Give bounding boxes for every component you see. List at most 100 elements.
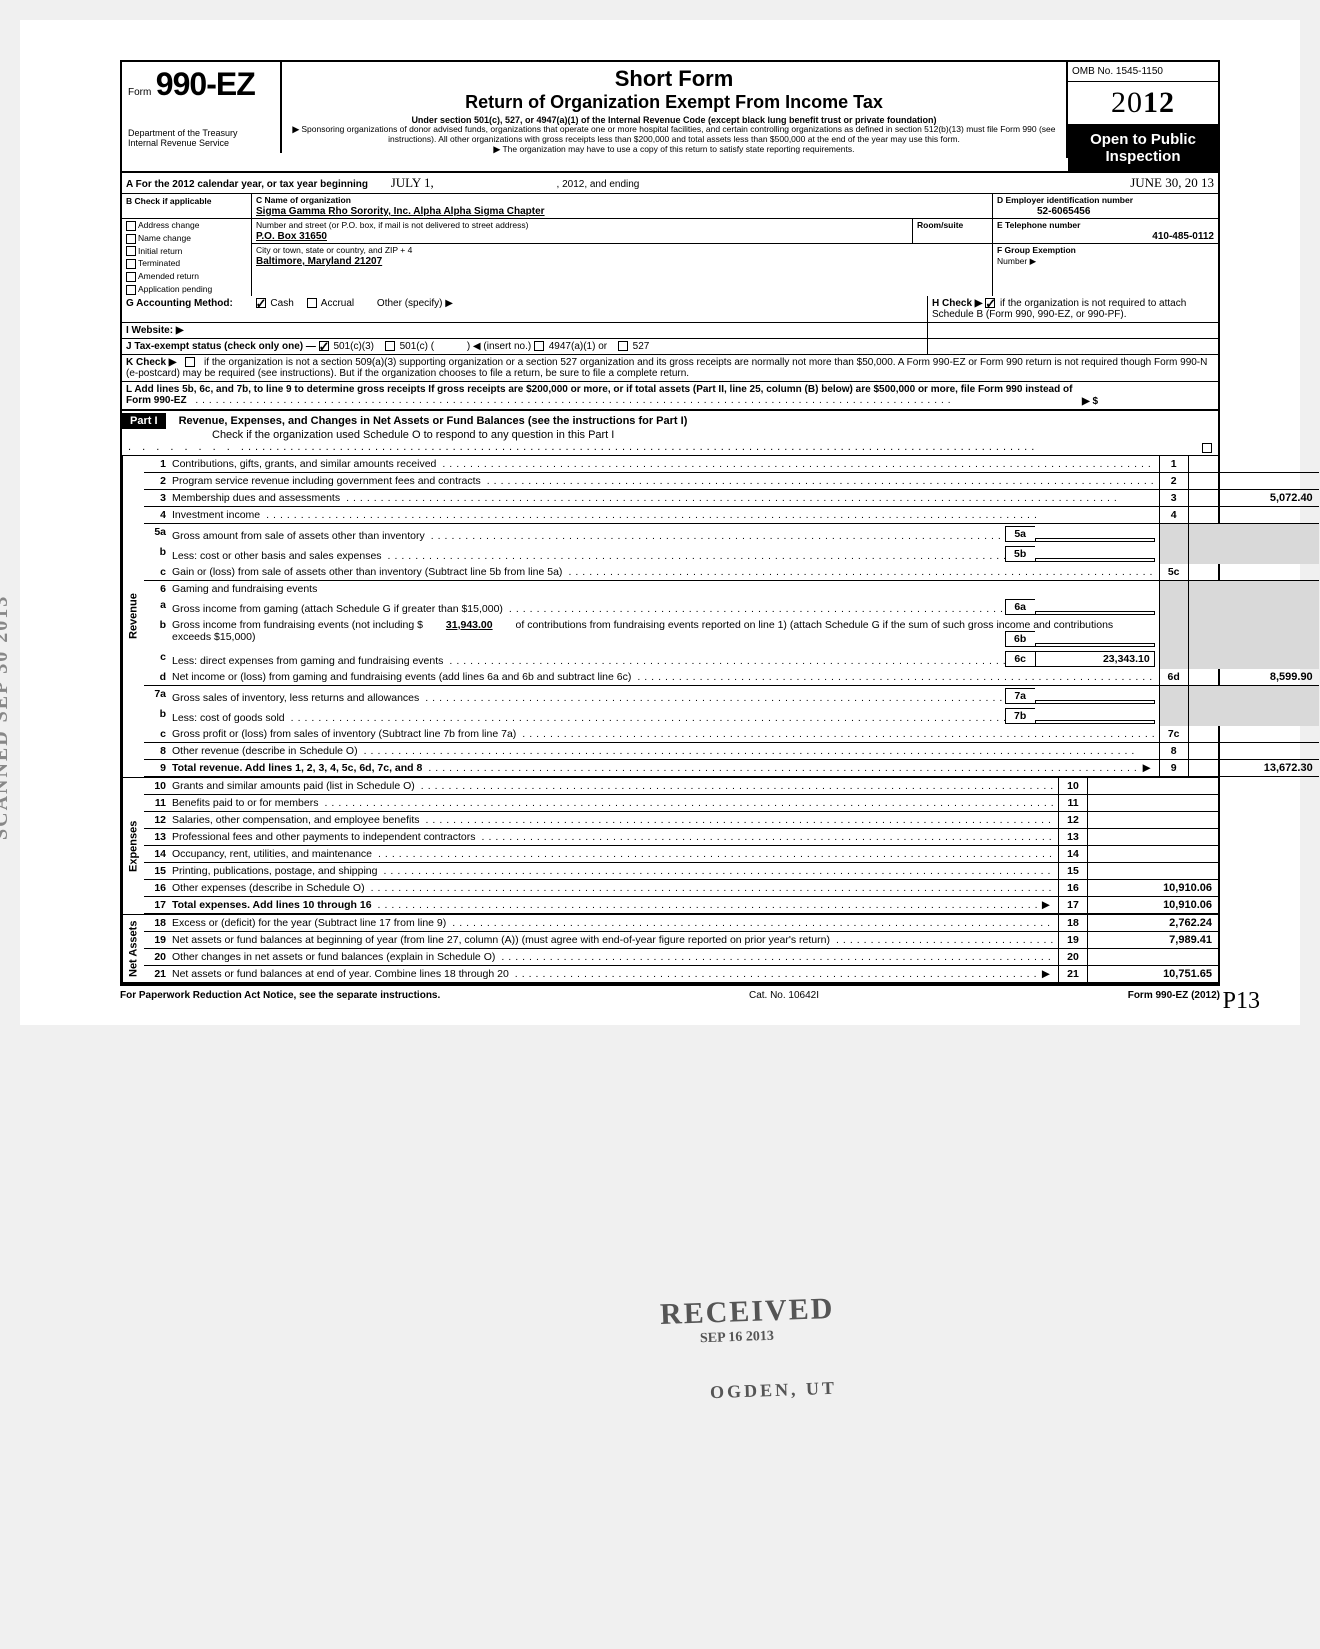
- l9: Total revenue. Add lines 1, 2, 3, 4, 5c,…: [172, 762, 422, 774]
- l7b: Less: cost of goods sold: [172, 712, 285, 724]
- e-label: E Telephone number: [997, 220, 1080, 230]
- v18: 2,762.24: [1088, 915, 1218, 931]
- chk-pending[interactable]: [126, 285, 136, 295]
- l2: Program service revenue including govern…: [172, 475, 481, 487]
- c-label: C Name of organization: [256, 195, 351, 205]
- subnote1: Sponsoring organizations of donor advise…: [301, 124, 1055, 144]
- chk-k[interactable]: [185, 357, 195, 367]
- v3: 5,072.40: [1189, 490, 1319, 506]
- l6d: Net income or (loss) from gaming and fun…: [172, 671, 631, 683]
- v19: 7,989.41: [1088, 932, 1218, 948]
- dept: Department of the Treasury Internal Reve…: [128, 129, 272, 149]
- k-label: K Check ▶: [126, 357, 176, 368]
- v9: 13,672.30: [1189, 760, 1319, 776]
- room-label: Room/suite: [917, 220, 963, 230]
- l5c: Gain or (loss) from sale of assets other…: [172, 566, 562, 578]
- part1-label: Part I: [122, 413, 166, 429]
- city[interactable]: Baltimore, Maryland 21207: [256, 256, 382, 267]
- v16: 10,910.06: [1088, 880, 1218, 896]
- chk-accrual[interactable]: [307, 298, 317, 308]
- street[interactable]: P.O. Box 31650: [256, 231, 327, 242]
- chk-part1-schedo[interactable]: [1202, 443, 1212, 453]
- footer-right: Form 990-EZ (2012): [1128, 990, 1220, 1001]
- part1-sub: Check if the organization used Schedule …: [122, 429, 614, 441]
- stamp-scanned: SCANNED SEP 30 2013: [0, 595, 13, 840]
- chk-501c3[interactable]: [319, 341, 329, 351]
- line-a-mid: , 2012, and ending: [557, 179, 640, 190]
- title-short: Short Form: [288, 66, 1060, 92]
- g-label: G Accounting Method:: [126, 298, 233, 309]
- l6c: Less: direct expenses from gaming and fu…: [172, 655, 443, 667]
- l5a: Gross amount from sale of assets other t…: [172, 530, 425, 542]
- l13: Professional fees and other payments to …: [172, 831, 476, 843]
- j-label: J Tax-exempt status (check only one) —: [126, 341, 316, 352]
- stamp-received: RECEIVED: [659, 1292, 834, 1332]
- f-label2: Number ▶: [997, 256, 1036, 266]
- chk-501c[interactable]: [385, 341, 395, 351]
- line-a-label: A For the 2012 calendar year, or tax yea…: [126, 179, 368, 190]
- l5b: Less: cost or other basis and sales expe…: [172, 550, 382, 562]
- l16: Other expenses (describe in Schedule O): [172, 882, 365, 894]
- chk-initial[interactable]: [126, 246, 136, 256]
- l14: Occupancy, rent, utilities, and maintena…: [172, 848, 372, 860]
- chk-4947[interactable]: [534, 341, 544, 351]
- l3: Membership dues and assessments: [172, 492, 340, 504]
- form-prefix: Form: [128, 87, 151, 98]
- f-label: F Group Exemption: [997, 245, 1076, 255]
- l17: Total expenses. Add lines 10 through 16: [172, 899, 372, 911]
- form-header: Form 990-EZ Department of the Treasury I…: [120, 60, 1220, 173]
- l18: Excess or (deficit) for the year (Subtra…: [172, 917, 446, 929]
- h-label: H Check ▶: [932, 298, 982, 309]
- l21: Net assets or fund balances at end of ye…: [172, 968, 509, 980]
- b-label: B Check if applicable: [126, 196, 212, 206]
- tax-year-end[interactable]: June 30, 20 13: [1130, 175, 1214, 190]
- tax-year-begin[interactable]: July 1,: [391, 175, 434, 190]
- l6a: Gross income from gaming (attach Schedul…: [172, 603, 503, 615]
- chk-amended[interactable]: [126, 272, 136, 282]
- l-arrow: ▶ $: [1082, 396, 1098, 407]
- form-number: 990-EZ: [156, 66, 255, 102]
- l7c: Gross profit or (loss) from sales of inv…: [172, 728, 516, 740]
- sidebar-expenses: Expenses: [122, 778, 144, 914]
- l11: Benefits paid to or for members: [172, 797, 318, 809]
- l12: Salaries, other compensation, and employ…: [172, 814, 419, 826]
- l6b-1: Gross income from fundraising events (no…: [172, 619, 423, 631]
- chk-527[interactable]: [618, 341, 628, 351]
- l8: Other revenue (describe in Schedule O): [172, 745, 358, 757]
- l10: Grants and similar amounts paid (list in…: [172, 780, 415, 792]
- footer-left: For Paperwork Reduction Act Notice, see …: [120, 990, 440, 1001]
- footer-mid: Cat. No. 10642I: [749, 990, 819, 1001]
- sidebar-revenue: Revenue: [122, 456, 144, 777]
- stamp-ogden: OGDEN, UT: [710, 1378, 838, 1403]
- i-label: I Website: ▶: [126, 325, 184, 336]
- tax-year: 2012: [1068, 82, 1218, 124]
- l4: Investment income: [172, 509, 260, 521]
- v21: 10,751.65: [1088, 966, 1218, 982]
- street-label: Number and street (or P.O. box, if mail …: [256, 220, 528, 230]
- chk-address[interactable]: [126, 221, 136, 231]
- chk-h[interactable]: [985, 298, 995, 308]
- v6c: 23,343.10: [1035, 651, 1155, 667]
- l7a: Gross sales of inventory, less returns a…: [172, 692, 419, 704]
- chk-name[interactable]: [126, 234, 136, 244]
- city-label: City or town, state or country, and ZIP …: [256, 245, 412, 255]
- org-name[interactable]: Sigma Gamma Rho Sorority, Inc. Alpha Alp…: [256, 206, 545, 217]
- l15: Printing, publications, postage, and shi…: [172, 865, 377, 877]
- phone[interactable]: 410-485-0112: [1152, 231, 1214, 242]
- initial-mark: P13: [1223, 988, 1260, 1015]
- ein[interactable]: 52-6065456: [997, 206, 1090, 217]
- l20: Other changes in net assets or fund bala…: [172, 951, 495, 963]
- subnote2: The organization may have to use a copy …: [502, 144, 854, 154]
- l1: Contributions, gifts, grants, and simila…: [172, 458, 436, 470]
- k-text: if the organization is not a section 509…: [126, 357, 1207, 379]
- v17: 10,910.06: [1088, 897, 1218, 913]
- open-public: Open to Public Inspection: [1068, 124, 1218, 171]
- l6b-amt[interactable]: 31,943.00: [426, 619, 513, 631]
- sidebar-netassets: Net Assets: [122, 915, 144, 982]
- v6d: 8,599.90: [1189, 669, 1319, 685]
- chk-cash[interactable]: [256, 298, 266, 308]
- l6: Gaming and fundraising events: [172, 583, 317, 595]
- part1-title: Revenue, Expenses, and Changes in Net As…: [169, 415, 688, 427]
- chk-terminated[interactable]: [126, 259, 136, 269]
- omb: OMB No. 1545-1150: [1068, 62, 1218, 82]
